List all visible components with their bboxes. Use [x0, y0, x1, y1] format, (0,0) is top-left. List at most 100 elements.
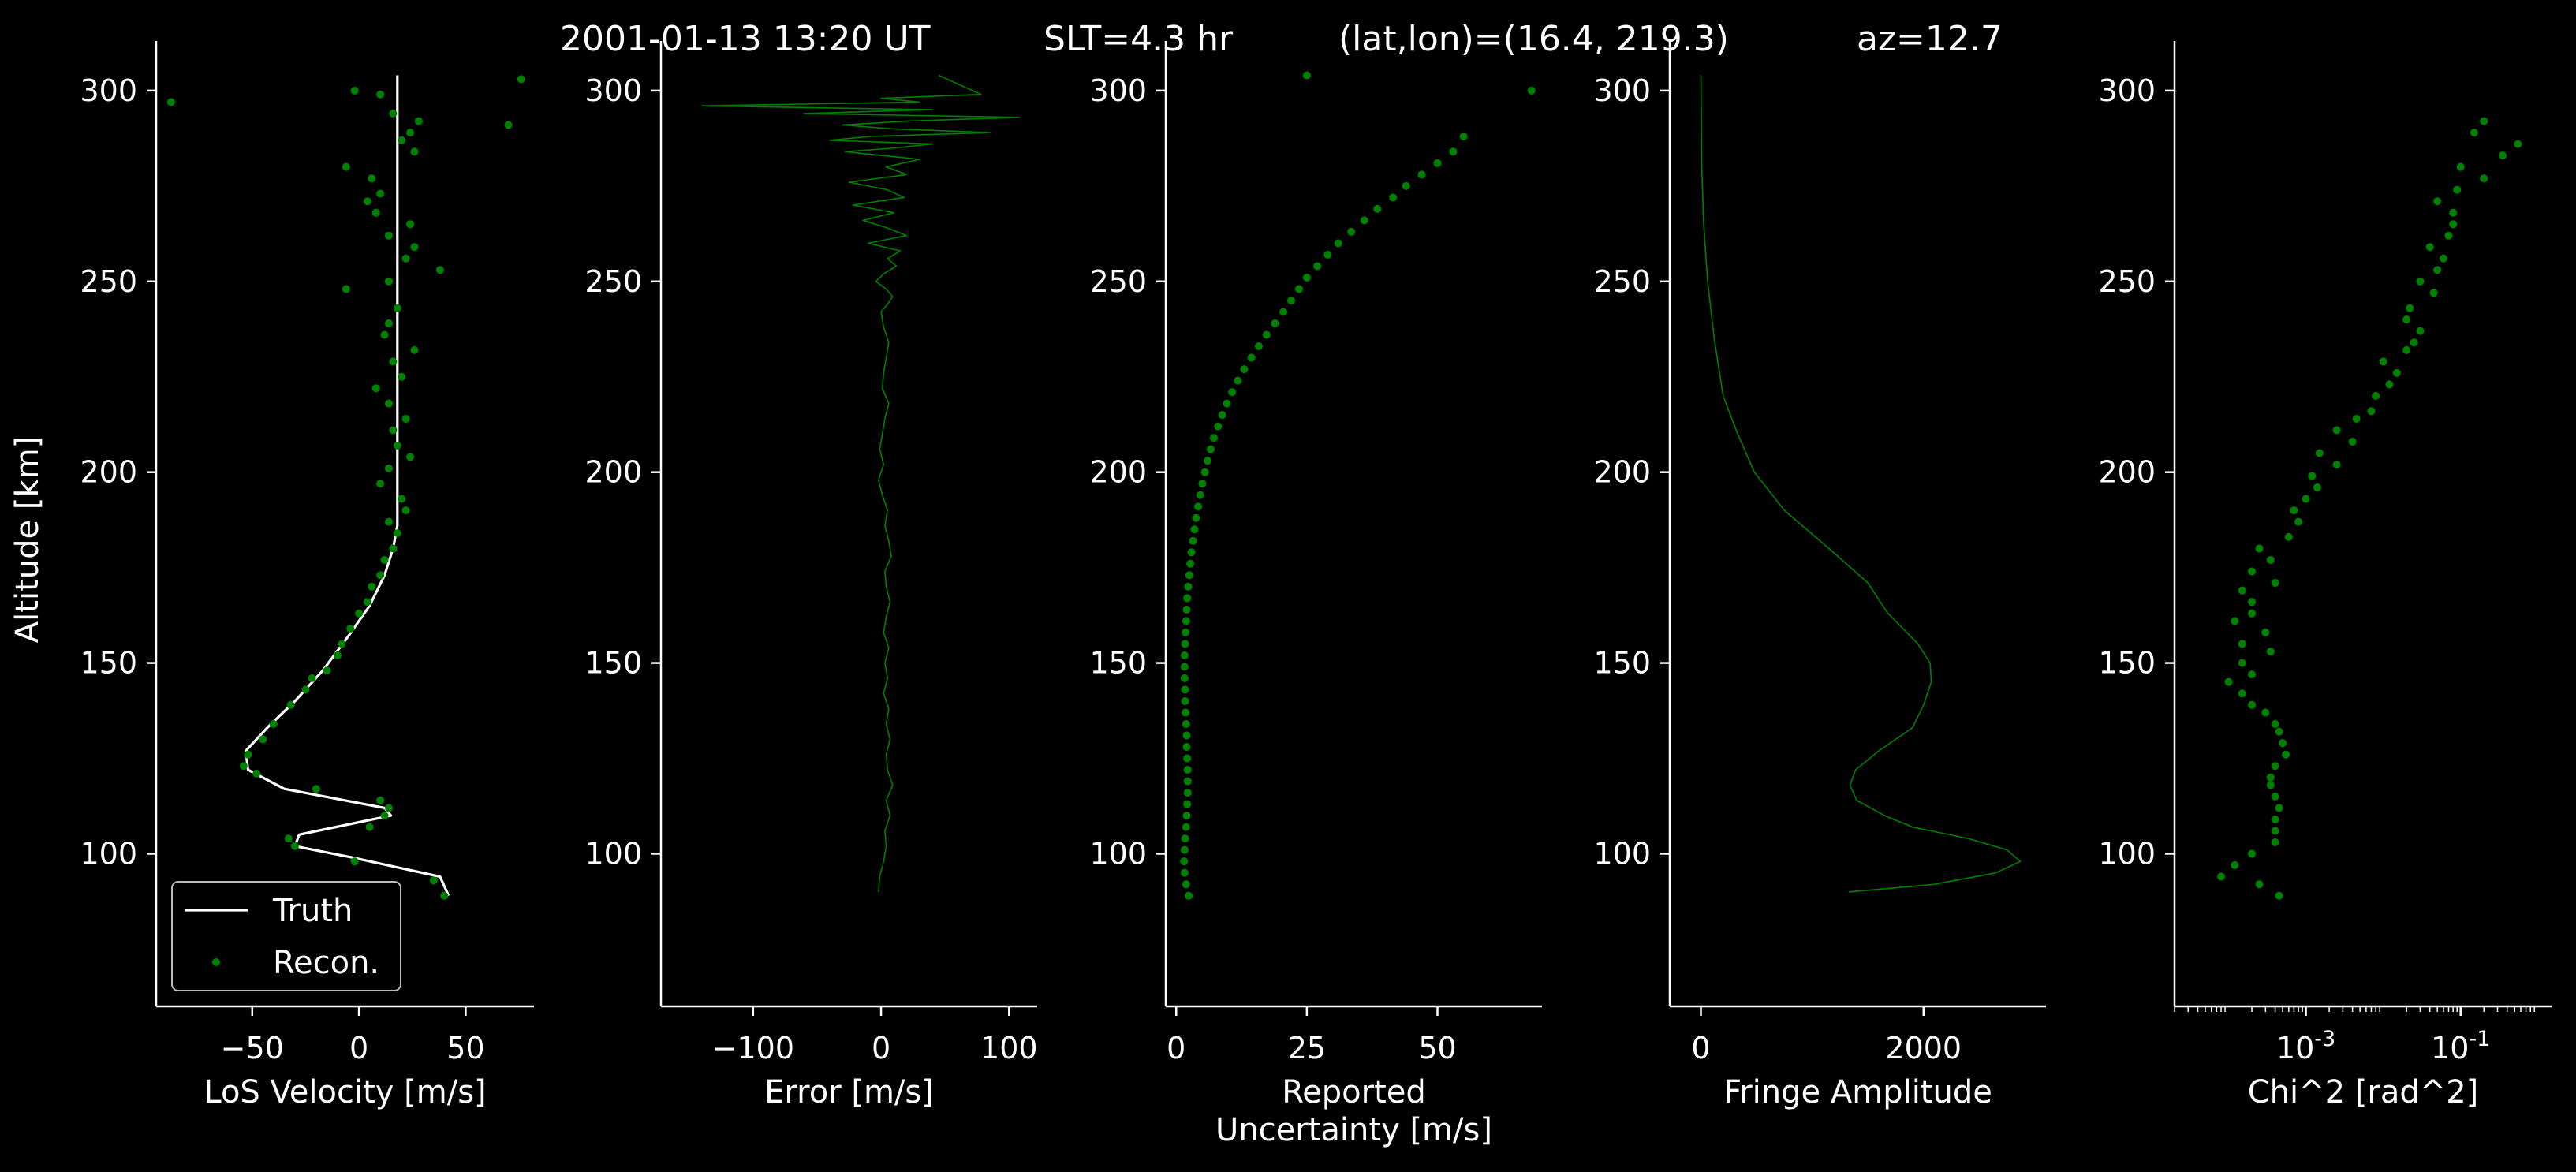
- data-point: [384, 277, 393, 286]
- data-point: [376, 189, 385, 198]
- data-point: [2294, 517, 2303, 526]
- data-point: [380, 330, 389, 339]
- data-point: [2248, 567, 2257, 576]
- data-point: [1228, 388, 1237, 397]
- y-tick-label: 100: [80, 836, 137, 871]
- data-point: [1182, 880, 1190, 889]
- data-point: [239, 762, 248, 771]
- data-point: [371, 384, 380, 393]
- data-point: [2271, 578, 2279, 587]
- data-point: [2271, 838, 2279, 846]
- data-point: [384, 517, 393, 526]
- data-point: [1527, 86, 1536, 95]
- data-point: [2332, 461, 2341, 469]
- data-point: [2238, 586, 2246, 595]
- data-point: [393, 441, 401, 450]
- data-point: [2290, 506, 2298, 515]
- data-point: [1323, 250, 1332, 259]
- data-point: [1187, 548, 1196, 557]
- data-point: [368, 582, 376, 591]
- data-point: [2266, 781, 2275, 789]
- data-point: [406, 220, 415, 229]
- panel-5: 100 150 200 250 300 10-3 10-1 Chi^2 [rad^2]: [2098, 41, 2552, 1110]
- data-point: [398, 136, 406, 144]
- data-point: [301, 685, 310, 694]
- data-point: [1334, 239, 1342, 248]
- data-point: [1247, 353, 1256, 362]
- y-tick-label: 300: [1593, 73, 1651, 108]
- data-point: [1183, 766, 1192, 774]
- data-point: [1182, 743, 1191, 752]
- y-tick-label: 200: [80, 455, 137, 490]
- data-point: [1183, 800, 1192, 808]
- y-tick-label: 100: [584, 836, 642, 871]
- data-point: [376, 480, 385, 488]
- data-point: [342, 162, 350, 171]
- data-point: [2315, 449, 2324, 457]
- panel-2: 100 150 200 250 300 −100 0 100 Error [m/s]: [584, 41, 1038, 1110]
- data-point: [406, 453, 415, 461]
- data-point: [346, 625, 355, 633]
- y-axis-label: Altitude [km]: [9, 436, 46, 643]
- data-point: [2248, 849, 2257, 858]
- y-tick-label: 150: [2098, 646, 2156, 681]
- data-point: [384, 399, 393, 408]
- legend: Truth Recon.: [171, 881, 401, 991]
- series-points: [2217, 117, 2522, 900]
- data-point: [1181, 640, 1189, 648]
- y-tick-label: 150: [584, 646, 642, 681]
- x-axis-label: Fringe Amplitude: [1723, 1074, 1992, 1110]
- data-point: [389, 357, 398, 366]
- data-point: [2238, 640, 2246, 648]
- title-time: 2001-01-13 13:20 UT: [560, 19, 931, 59]
- data-point: [2416, 277, 2425, 286]
- data-point: [2499, 151, 2507, 160]
- x-tick-label: 0: [1691, 1031, 1710, 1066]
- data-point: [2248, 598, 2257, 607]
- data-point: [1180, 674, 1189, 682]
- data-point: [1189, 536, 1197, 545]
- data-point: [1240, 365, 1249, 374]
- data-point: [393, 304, 401, 312]
- data-point: [2379, 357, 2387, 366]
- data-point: [2231, 860, 2239, 869]
- data-point: [1185, 571, 1193, 580]
- data-point: [2266, 773, 2275, 782]
- data-point: [2231, 617, 2239, 625]
- data-point: [2449, 220, 2458, 229]
- data-point: [2416, 327, 2425, 335]
- y-tick-label: 150: [1593, 646, 1651, 681]
- data-point: [2261, 708, 2270, 717]
- series-line: [701, 74, 1021, 892]
- data-point: [1192, 513, 1200, 522]
- data-point: [517, 75, 525, 84]
- data-point: [1389, 193, 1398, 202]
- data-point: [380, 812, 389, 820]
- data-point: [1183, 594, 1192, 603]
- data-point: [389, 426, 398, 435]
- data-point: [1182, 812, 1191, 820]
- data-point: [1182, 617, 1190, 625]
- data-point: [1198, 480, 1207, 488]
- x-axis-label: LoS Velocity [m/s]: [203, 1074, 486, 1110]
- data-point: [2453, 185, 2462, 194]
- x-tick-label: −50: [221, 1031, 284, 1066]
- data-point: [2271, 827, 2279, 835]
- legend-point-swatch: [212, 958, 220, 966]
- x-tick-label: 0: [349, 1031, 368, 1066]
- y-tick-label: 100: [1593, 836, 1651, 871]
- data-point: [1182, 708, 1190, 717]
- data-point: [2284, 532, 2293, 541]
- data-point: [2224, 677, 2233, 686]
- data-point: [1190, 525, 1199, 534]
- series-points: [1180, 71, 1536, 900]
- legend-label-recon: Recon.: [273, 945, 379, 981]
- data-point: [1373, 204, 1382, 213]
- data-point: [398, 372, 406, 381]
- data-point: [371, 208, 380, 217]
- data-point: [401, 254, 410, 263]
- data-point: [1180, 651, 1189, 659]
- x-axis-label: Error [m/s]: [764, 1074, 934, 1110]
- data-point: [1182, 628, 1190, 636]
